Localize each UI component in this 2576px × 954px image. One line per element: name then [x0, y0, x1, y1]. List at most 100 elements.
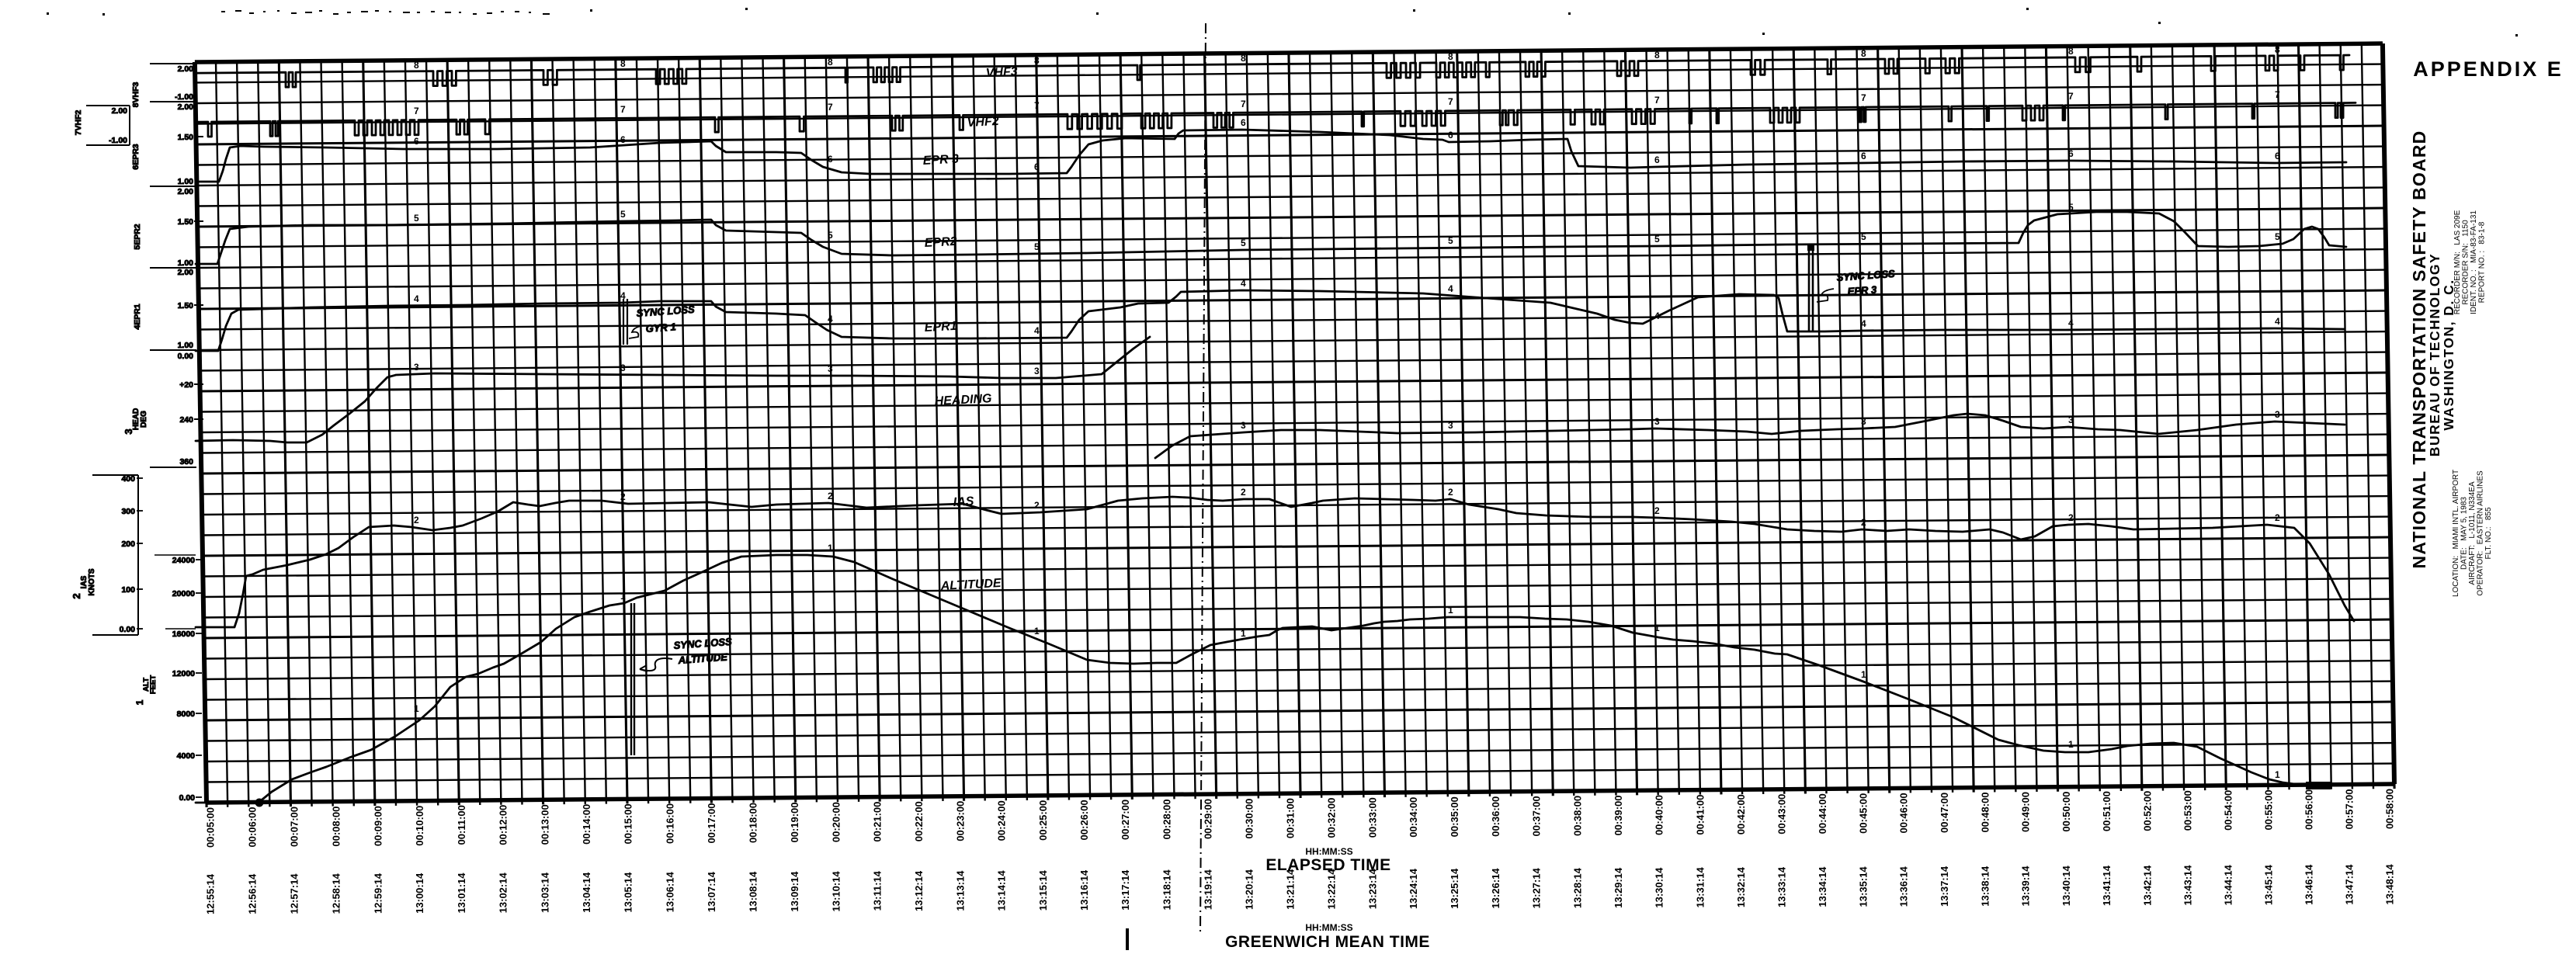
svg-text:00:46:00: 00:46:00: [1898, 793, 1910, 833]
svg-text:00:33:00: 00:33:00: [1366, 797, 1378, 838]
svg-text:1: 1: [2275, 769, 2280, 780]
svg-text:1.00: 1.00: [178, 341, 194, 350]
svg-text:13:24:14: 13:24:14: [1408, 868, 1419, 909]
svg-text:1: 1: [828, 543, 833, 553]
svg-text:7VHF2: 7VHF2: [74, 110, 83, 136]
svg-text:16000: 16000: [172, 630, 195, 639]
svg-text:00:11:00: 00:11:00: [456, 805, 467, 845]
svg-text:2: 2: [71, 593, 82, 598]
svg-text:00:31:00: 00:31:00: [1285, 798, 1297, 838]
svg-text:0.00: 0.00: [120, 625, 136, 634]
svg-text:8: 8: [1034, 55, 1040, 66]
svg-text:13:43:14: 13:43:14: [2182, 865, 2194, 906]
svg-text:7: 7: [828, 102, 833, 113]
svg-text:200: 200: [121, 539, 135, 549]
svg-text:13:21:14: 13:21:14: [1285, 869, 1297, 910]
svg-text:5: 5: [620, 209, 626, 220]
svg-text:00:45:00: 00:45:00: [1857, 793, 1869, 834]
svg-text:7: 7: [414, 106, 419, 116]
svg-text:12000: 12000: [172, 669, 195, 678]
svg-text:EPR2: EPR2: [924, 235, 957, 250]
svg-text:APPENDIX E: APPENDIX E: [2413, 57, 2564, 81]
svg-text:13:42:14: 13:42:14: [2141, 865, 2153, 906]
svg-text:FEET: FEET: [149, 675, 158, 694]
svg-text:2: 2: [414, 515, 419, 526]
svg-text:1: 1: [1861, 669, 1866, 680]
svg-text:13:02:14: 13:02:14: [498, 872, 509, 914]
svg-text:4: 4: [2068, 317, 2074, 328]
svg-text:4EPR1: 4EPR1: [133, 304, 142, 329]
svg-text:DATE: MAY 5, 1983: DATE: MAY 5, 1983: [2460, 497, 2469, 570]
svg-text:00:40:00: 00:40:00: [1654, 795, 1665, 835]
svg-text:8000: 8000: [177, 709, 196, 719]
svg-text:00:48:00: 00:48:00: [1979, 793, 1991, 833]
svg-text:00:14:00: 00:14:00: [581, 804, 592, 845]
svg-text:6: 6: [1861, 151, 1866, 161]
svg-text:BUREAU OF TECHNOLOGY: BUREAU OF TECHNOLOGY: [2427, 253, 2442, 456]
svg-text:1: 1: [134, 699, 145, 705]
svg-text:ALT: ALT: [142, 678, 151, 692]
svg-text:00:47:00: 00:47:00: [1939, 793, 1950, 833]
svg-text:0.00: 0.00: [179, 793, 196, 803]
svg-text:5: 5: [2068, 202, 2074, 213]
svg-text:00:53:00: 00:53:00: [2182, 790, 2194, 831]
svg-text:4000: 4000: [177, 751, 196, 761]
svg-text:00:19:00: 00:19:00: [789, 803, 800, 843]
svg-text:13:45:14: 13:45:14: [2263, 864, 2275, 905]
svg-text:7: 7: [2068, 91, 2074, 102]
svg-text:12:55:14: 12:55:14: [205, 873, 217, 914]
svg-text:13:30:14: 13:30:14: [1654, 867, 1665, 908]
svg-text:240: 240: [179, 415, 193, 425]
svg-text:3: 3: [2068, 415, 2074, 425]
svg-text:2: 2: [1654, 505, 1660, 516]
svg-text:7: 7: [1654, 95, 1660, 106]
svg-text:VHF3: VHF3: [985, 65, 1018, 80]
svg-text:8: 8: [2068, 46, 2074, 57]
svg-text:8VHF3: 8VHF3: [131, 82, 141, 108]
svg-text:13:28:14: 13:28:14: [1571, 867, 1583, 908]
svg-text:4: 4: [1241, 278, 1246, 289]
svg-text:5: 5: [2275, 231, 2280, 242]
svg-text:OPERATOR: EASTERN AIRLINES: OPERATOR: EASTERN AIRLINES: [2477, 470, 2485, 596]
svg-text:+20: +20: [179, 380, 193, 390]
svg-text:KNOTS: KNOTS: [88, 568, 96, 595]
svg-text:3: 3: [123, 428, 134, 434]
svg-text:8: 8: [828, 57, 833, 68]
svg-text:RECORDER M/N: LAS 209E: RECORDER M/N: LAS 209E: [2453, 210, 2462, 314]
svg-text:1: 1: [620, 591, 626, 602]
svg-text:3: 3: [414, 362, 419, 373]
svg-text:20000: 20000: [172, 589, 195, 598]
svg-text:4: 4: [1654, 310, 1660, 321]
svg-text:WASHINGTON, D. C.: WASHINGTON, D. C.: [2441, 279, 2456, 430]
svg-text:6: 6: [2068, 148, 2074, 159]
svg-text:1.50: 1.50: [178, 301, 194, 310]
svg-text:EPR 3: EPR 3: [1847, 283, 1877, 297]
svg-text:IAS: IAS: [953, 495, 974, 509]
svg-text:13:13:14: 13:13:14: [954, 870, 966, 911]
svg-text:00:13:00: 00:13:00: [539, 804, 550, 845]
svg-text:00:09:00: 00:09:00: [372, 806, 384, 846]
svg-text:00:28:00: 00:28:00: [1161, 800, 1172, 840]
svg-text:00:24:00: 00:24:00: [996, 800, 1008, 841]
svg-text:13:08:14: 13:08:14: [747, 871, 759, 912]
svg-text:3: 3: [1241, 420, 1246, 431]
svg-text:4: 4: [1034, 325, 1040, 336]
svg-text:13:26:14: 13:26:14: [1490, 868, 1502, 909]
svg-text:1: 1: [414, 703, 419, 714]
svg-text:13:36:14: 13:36:14: [1898, 866, 1910, 907]
svg-text:4: 4: [2275, 316, 2280, 327]
svg-text:13:16:14: 13:16:14: [1078, 869, 1090, 911]
svg-text:4: 4: [414, 293, 419, 304]
svg-text:00:17:00: 00:17:00: [706, 803, 717, 844]
svg-text:2: 2: [1241, 487, 1246, 498]
svg-text:00:25:00: 00:25:00: [1037, 800, 1049, 841]
svg-text:3: 3: [620, 363, 626, 373]
svg-text:3: 3: [1654, 416, 1660, 427]
svg-text:HEADING: HEADING: [934, 392, 992, 408]
svg-text:00:52:00: 00:52:00: [2141, 791, 2153, 831]
svg-text:00:54:00: 00:54:00: [2223, 790, 2234, 831]
svg-text:12:57:14: 12:57:14: [289, 873, 300, 914]
svg-text:6: 6: [828, 154, 833, 165]
svg-text:4: 4: [620, 290, 626, 301]
svg-text:1.50: 1.50: [178, 133, 194, 142]
